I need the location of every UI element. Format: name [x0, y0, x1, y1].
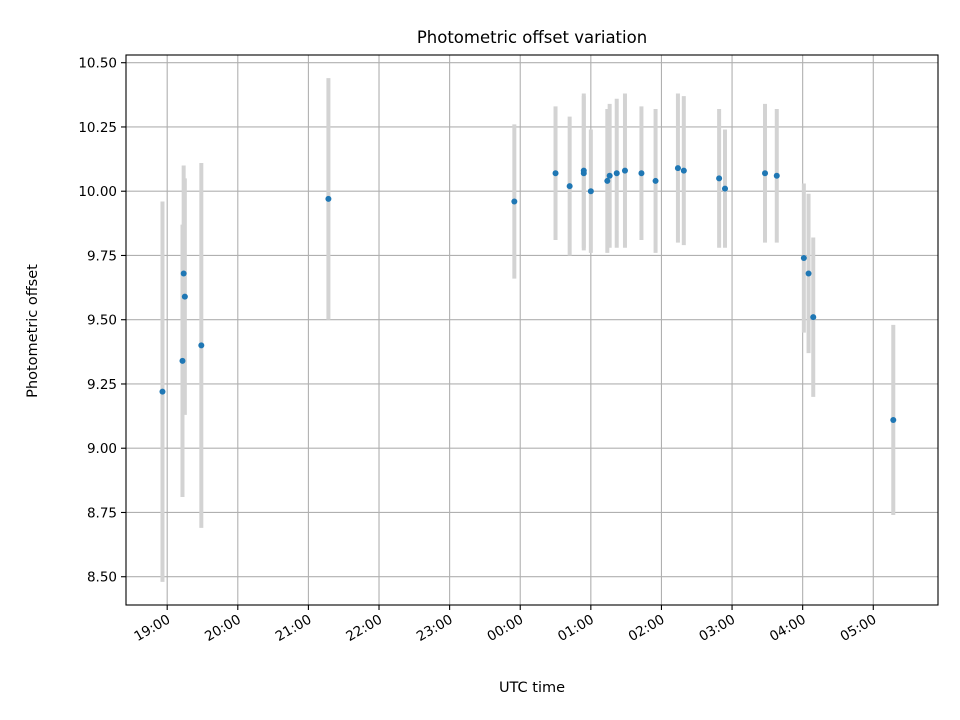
data-point	[652, 177, 659, 184]
y-tick-label: 9.50	[87, 313, 117, 329]
data-point	[325, 195, 332, 202]
data-point	[674, 165, 681, 172]
data-point	[181, 293, 188, 300]
data-point	[606, 172, 613, 179]
data-point	[716, 175, 723, 182]
data-point	[800, 255, 807, 262]
data-point	[613, 170, 620, 177]
y-tick-label: 9.25	[87, 377, 117, 393]
data-point	[511, 198, 518, 205]
data-point	[179, 357, 186, 364]
data-point	[762, 170, 769, 177]
data-point	[621, 167, 628, 174]
data-point	[180, 270, 187, 277]
data-points	[159, 165, 897, 423]
data-point	[680, 167, 687, 174]
data-point	[580, 170, 587, 177]
data-point	[552, 170, 559, 177]
chart-title: Photometric offset variation	[417, 28, 647, 47]
data-point	[890, 416, 897, 423]
plot-frame	[125, 54, 939, 606]
y-tick-label: 10.00	[78, 184, 117, 200]
y-tick-label: 9.00	[87, 441, 117, 457]
data-point	[773, 172, 780, 179]
data-point	[810, 314, 817, 321]
data-point	[805, 270, 812, 277]
y-axis-ticks: 8.50 8.75 9.00 9.25 9.50 9.75 10.00 10.25 10.50	[78, 56, 126, 586]
data-point	[721, 185, 728, 192]
y-tick-label: 10.50	[78, 56, 117, 72]
x-axis-label: UTC time	[499, 680, 565, 696]
data-point	[587, 188, 594, 195]
data-point	[638, 170, 645, 177]
y-tick-label: 8.75	[87, 505, 117, 521]
data-point	[159, 388, 166, 395]
y-tick-label: 8.50	[87, 570, 117, 586]
data-point	[198, 342, 205, 349]
grid	[126, 55, 938, 605]
data-point	[566, 183, 573, 190]
y-tick-label: 10.25	[78, 120, 117, 136]
y-tick-label: 9.75	[87, 248, 117, 264]
data-point	[604, 177, 611, 184]
y-axis-label: Photometric offset	[25, 264, 41, 398]
